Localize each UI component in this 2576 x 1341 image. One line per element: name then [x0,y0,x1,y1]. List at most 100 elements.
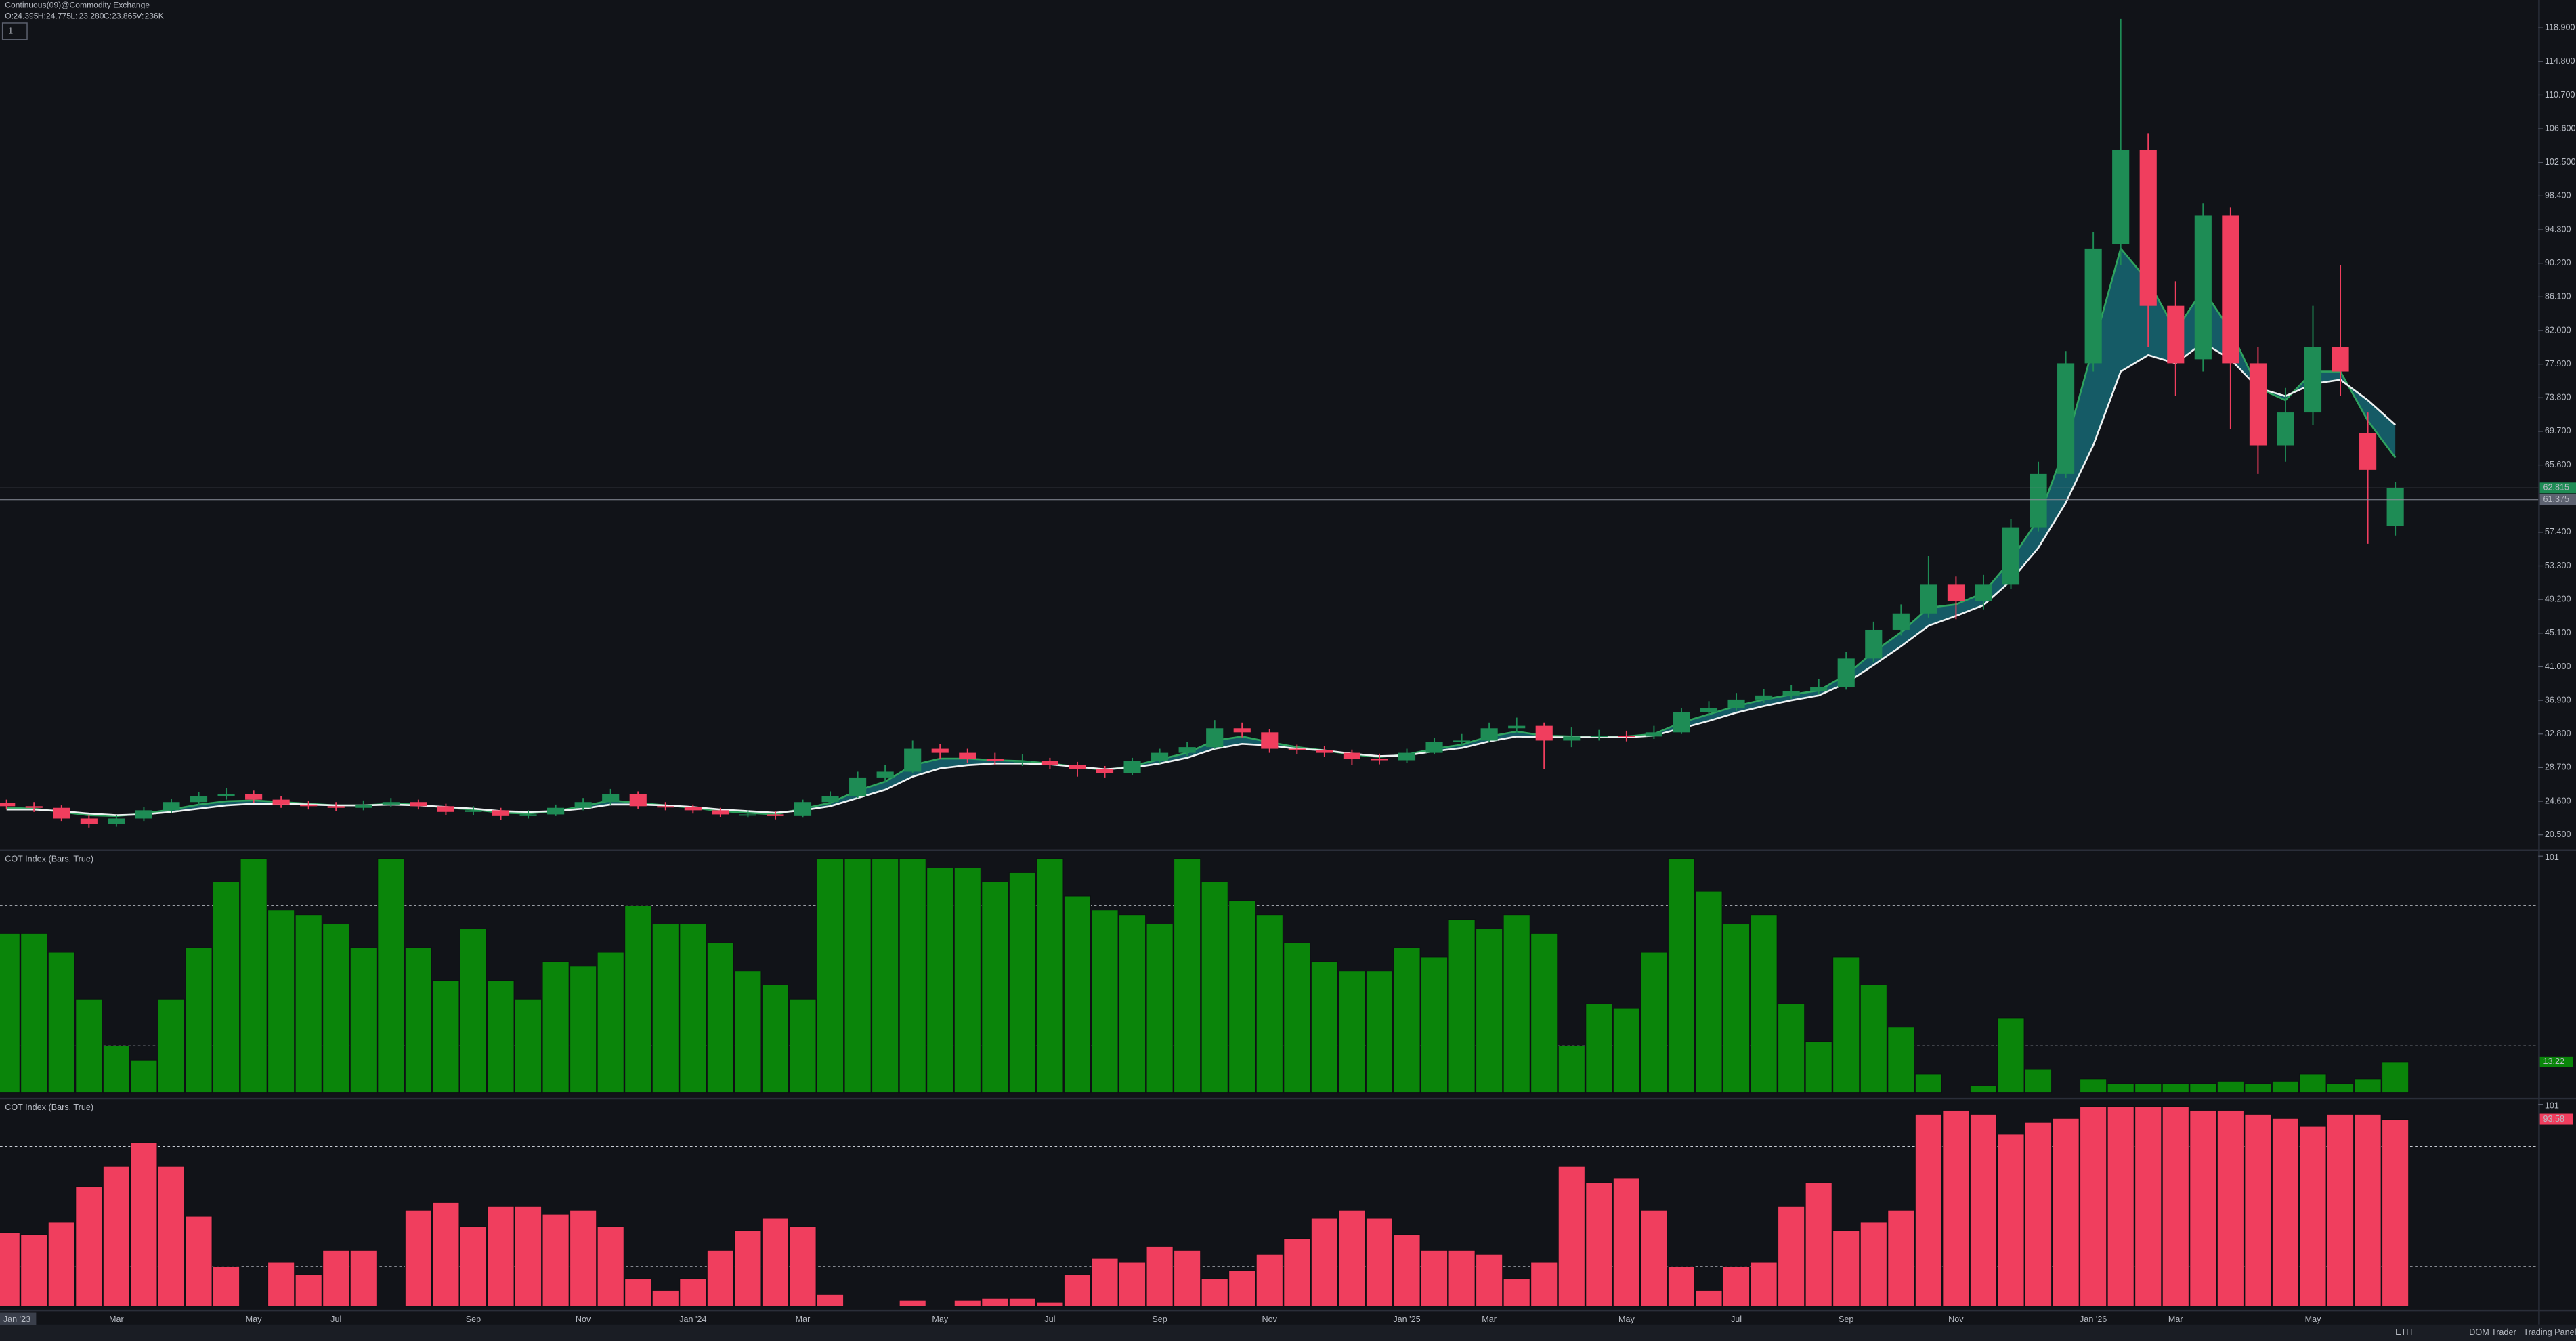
candle-body [1892,613,1910,630]
toolbar-button[interactable]: Trading Panel [2523,1327,2576,1337]
moving-average [6,341,2397,816]
bar [1887,1027,1915,1094]
bar [1503,914,1530,1094]
bar [1667,858,1695,1094]
bar [1997,1017,2025,1094]
candle-body [382,802,400,805]
bar [1036,1302,1064,1307]
bar [899,858,926,1094]
price-tag [2539,482,2576,494]
bar [1119,1262,1146,1307]
x-tick-label: Sep [1152,1315,1167,1324]
candle-body [904,748,922,772]
x-tick-label: Nov [1948,1315,1964,1324]
candle-body [1700,708,1718,712]
y-tick-label: 118.900 [2545,22,2575,32]
candle-body [629,794,647,807]
bar [2189,1109,2217,1307]
legend-label: H: [38,11,46,20]
bar [981,881,1009,1094]
y-tick-label: 24.600 [2545,796,2571,805]
bar [2162,1106,2189,1307]
bar [1832,1230,1860,1307]
candle-body [1288,748,1306,750]
y-tick-label: 90.200 [2545,258,2571,268]
timeframe-label[interactable]: 1 [8,26,13,35]
bar [295,914,322,1094]
timeframe-button[interactable] [1,22,28,40]
legend-label: L: [70,11,77,20]
bar [1914,1073,1942,1094]
bar [1338,971,1366,1094]
toolbar-button[interactable]: DOM Trader [2469,1327,2516,1337]
legend-value: 236K [144,11,163,20]
bar [651,924,679,1094]
x-tick-label: Nov [576,1315,591,1324]
candle-body [767,814,784,816]
bar [0,933,20,1094]
bar [542,1214,570,1307]
bar [1063,895,1091,1094]
price-tag-label: 61.375 [2543,494,2569,504]
y-tick-label: 65.600 [2545,460,2571,469]
bar [789,1226,817,1307]
bar [185,947,213,1094]
y-tick-label: 101 [2545,1101,2559,1110]
bar [761,984,790,1094]
bar [1667,1266,1695,1307]
bar [157,998,186,1094]
bar [1365,971,1393,1094]
bar [1283,942,1311,1094]
y-tick-label: 98.400 [2545,191,2571,200]
bar [1723,1266,1751,1307]
y-tick-label: 94.300 [2545,224,2571,234]
bar [404,947,432,1094]
session-selector[interactable]: ETH [2395,1327,2412,1337]
candle-body [1865,629,1883,659]
bar [844,858,872,1094]
bar [542,961,570,1094]
y-tick-label: 106.600 [2545,123,2576,133]
candle-body [2057,363,2075,474]
candle-body [684,807,702,811]
y-tick-label: 73.800 [2545,393,2571,402]
bar [679,1278,707,1307]
bar [1612,1178,1640,1307]
candle-body [1014,761,1031,763]
bar [2134,1083,2162,1094]
bar [624,905,652,1094]
bar [1778,1003,1805,1094]
bar [817,858,844,1094]
bar [487,980,515,1094]
x-tick-label: May [2305,1315,2322,1324]
bar [981,1298,1009,1307]
candle-body [1837,658,1855,687]
bar [102,1166,130,1307]
y-tick-label: 114.800 [2545,56,2575,66]
bar [1146,924,1174,1094]
bar [459,928,488,1094]
candle-body [1316,750,1333,753]
bar [2271,1118,2299,1307]
bar [515,1206,542,1307]
bar [1942,1109,1970,1307]
bar [706,942,734,1094]
bar [1119,914,1146,1094]
bar [2134,1106,2162,1307]
x-tick-label: Nov [1262,1315,1278,1324]
panel-title: COT Index (Bars, True) [5,1103,93,1112]
bar [2107,1083,2134,1094]
candle-body [2304,347,2322,413]
candle-body [2167,305,2185,364]
bar [1476,1254,1503,1307]
bar [570,966,597,1094]
bar [1558,1166,1585,1307]
candle-body [437,806,454,812]
x-tick-label: Jan '25 [1393,1315,1420,1324]
candle-body [849,777,867,796]
bar [1201,1278,1228,1307]
y-tick-label: 86.100 [2545,292,2571,301]
bar [459,1226,488,1307]
x-tick-label: Mar [109,1315,124,1324]
x-tick-label: Jan '23 [3,1315,30,1324]
